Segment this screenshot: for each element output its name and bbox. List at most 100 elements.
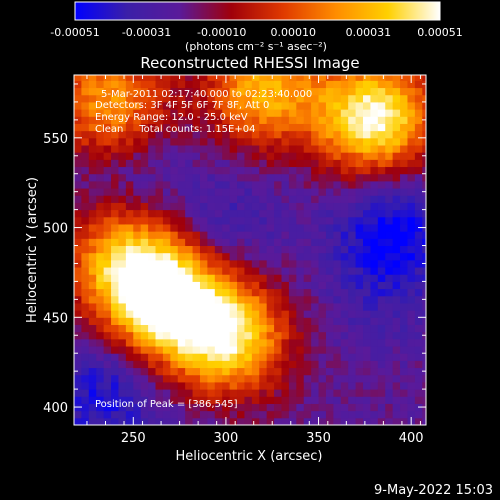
heatmap-cell [392, 252, 401, 261]
heatmap-cell [177, 188, 186, 196]
heatmap-cell [296, 180, 305, 189]
heatmap-cell [199, 180, 208, 189]
heatmap-cell [355, 123, 364, 132]
heatmap-cell [103, 245, 112, 254]
heatmap-cell [111, 417, 119, 425]
heatmap-cell [370, 353, 379, 361]
heatmap-cell [370, 80, 379, 89]
heatmap-cell [118, 302, 127, 311]
heatmap-cell [333, 346, 342, 354]
heatmap-cell [170, 310, 179, 318]
heatmap-cell [363, 396, 371, 404]
heatmap-cell [244, 396, 253, 404]
heatmap-cell [340, 417, 349, 425]
heatmap-cell [170, 245, 179, 254]
heatmap-cell [118, 137, 127, 146]
x-tick-label: 300 [214, 431, 239, 446]
heatmap-cell [385, 166, 394, 175]
heatmap-cell [140, 288, 149, 297]
heatmap-cell [288, 396, 297, 404]
heatmap-cell [422, 130, 426, 139]
heatmap-cell [199, 109, 208, 117]
heatmap-cell [199, 389, 208, 397]
heatmap-cell [199, 231, 208, 239]
heatmap-cell [392, 216, 401, 225]
heatmap-cell [244, 317, 253, 325]
heatmap-cell [81, 288, 90, 297]
heatmap-cell [111, 389, 119, 397]
heatmap-cell [355, 338, 364, 347]
heatmap-cell [333, 231, 342, 239]
heatmap-cell [207, 223, 216, 232]
heatmap-cell [311, 310, 320, 318]
heatmap-cell [363, 94, 371, 103]
heatmap-cell [118, 87, 127, 96]
heatmap-cell [103, 145, 112, 153]
heatmap-cell [81, 346, 90, 354]
heatmap-cell [88, 288, 97, 297]
heatmap-cell [148, 94, 157, 103]
heatmap-cell [229, 346, 238, 354]
heatmap-cell [348, 374, 357, 383]
heatmap-cell [177, 338, 186, 347]
heatmap-cell [155, 245, 164, 254]
heatmap-cell [318, 310, 327, 318]
heatmap-cell [333, 281, 342, 290]
heatmap-cell [199, 346, 208, 354]
heatmap-cell [355, 195, 364, 203]
heatmap-cell [140, 331, 149, 340]
heatmap-cell [281, 75, 290, 81]
heatmap-cell [274, 130, 282, 139]
heatmap-cell [133, 137, 142, 146]
heatmap-cell [96, 331, 105, 340]
heatmap-cell [370, 159, 379, 168]
heatmap-cell [370, 101, 379, 110]
heatmap-cell [199, 159, 208, 168]
heatmap-cell [103, 109, 112, 117]
heatmap-cell [81, 231, 90, 239]
heatmap-cell [199, 360, 208, 369]
heatmap-cell [414, 116, 423, 124]
heatmap-cell [199, 338, 208, 347]
heatmap-cell [259, 223, 268, 232]
heatmap-cell [199, 195, 208, 203]
heatmap-cell [133, 101, 142, 110]
heatmap-cell [355, 159, 364, 168]
heatmap-cell [414, 80, 423, 89]
heatmap-cell [288, 223, 297, 232]
heatmap-cell [133, 180, 142, 189]
heatmap-cell [229, 403, 238, 412]
heatmap-cell [274, 75, 282, 81]
heatmap-cell [214, 274, 223, 282]
annotation-energy-range: Energy Range: 12.0 - 25.0 keV [95, 112, 248, 123]
heatmap-cell [325, 116, 334, 124]
heatmap-cell [214, 360, 223, 369]
heatmap-cell [88, 417, 97, 425]
heatmap-cell [288, 130, 297, 139]
heatmap-cell [266, 317, 275, 325]
heatmap-cell [192, 338, 201, 347]
heatmap-cell [170, 80, 179, 89]
heatmap-cell [155, 338, 164, 347]
heatmap-cell [155, 159, 164, 168]
heatmap-cell [148, 381, 157, 390]
heatmap-cell [170, 417, 179, 425]
y-tick-label: 400 [43, 401, 68, 416]
heatmap-cell [266, 274, 275, 282]
heatmap-cell [140, 216, 149, 225]
heatmap-cell [355, 417, 364, 425]
annotation-peak-position: Position of Peak = [386,545] [95, 399, 238, 410]
heatmap-cell [392, 410, 401, 419]
heatmap-cell [325, 367, 334, 376]
heatmap-cell [111, 223, 119, 232]
heatmap-cell [170, 238, 179, 247]
heatmap-cell [363, 381, 371, 390]
heatmap-cell [170, 281, 179, 290]
heatmap-cell [185, 188, 194, 196]
heatmap-cell [170, 109, 179, 117]
heatmap-cell [355, 223, 364, 232]
heatmap-cell [214, 331, 223, 340]
heatmap-cell [222, 137, 231, 146]
heatmap-cell [214, 403, 223, 412]
heatmap-cell [185, 94, 194, 103]
